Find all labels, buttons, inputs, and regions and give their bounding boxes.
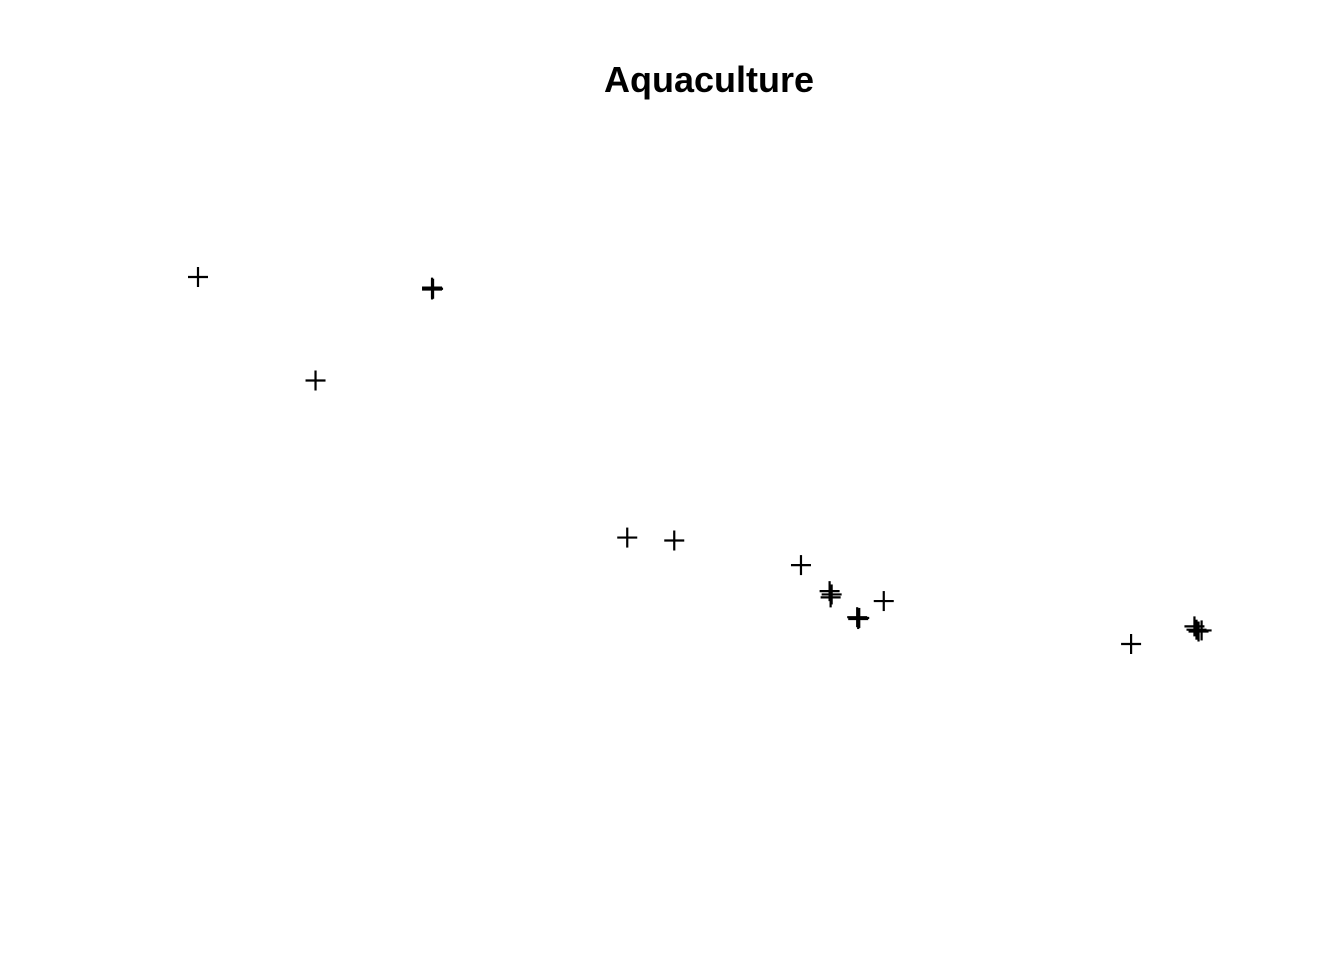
- scatter-point: [188, 267, 208, 287]
- scatter-point: [617, 527, 638, 548]
- scatter-point: [1191, 620, 1212, 641]
- chart-title: Aquaculture: [603, 59, 815, 100]
- scatter-point: [305, 370, 326, 391]
- scatter-point: [790, 555, 811, 576]
- scatter-point: [821, 584, 842, 605]
- scatter-point: [1188, 621, 1209, 642]
- scatter-point: [664, 530, 685, 551]
- scatter-point: [873, 591, 894, 612]
- scatter-point: [423, 278, 444, 299]
- scatter-point: [1121, 634, 1142, 654]
- points-layer: [188, 267, 1212, 654]
- scatter-point: [849, 607, 870, 628]
